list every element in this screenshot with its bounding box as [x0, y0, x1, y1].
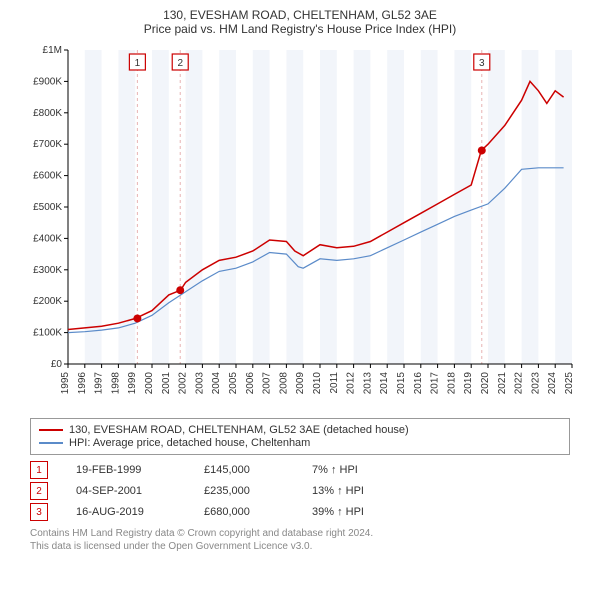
price-chart: 1 2 3 £0 £100K £200K £300K £400K £500K £600K £700K…: [20, 42, 580, 412]
svg-text:2000: 2000: [144, 372, 155, 395]
sale-price-1: £235,000: [204, 485, 284, 497]
legend-swatch-hpi: [39, 442, 63, 444]
sale-marker-1: 1: [30, 461, 48, 479]
legend-label-property: 130, EVESHAM ROAD, CHELTENHAM, GL52 3AE …: [69, 424, 409, 436]
svg-text:2013: 2013: [362, 372, 373, 395]
svg-text:£500K: £500K: [33, 202, 62, 213]
sale-row-1: 1 19-FEB-1999 £145,000 7% ↑ HPI: [30, 461, 570, 479]
title-subtitle: Price paid vs. HM Land Registry's House …: [8, 22, 592, 36]
sale-marker-3: 3: [30, 503, 48, 521]
svg-text:2019: 2019: [463, 372, 474, 395]
svg-text:£0: £0: [51, 359, 63, 370]
svg-text:2018: 2018: [446, 372, 457, 395]
title-address: 130, EVESHAM ROAD, CHELTENHAM, GL52 3AE: [8, 8, 592, 22]
svg-text:2015: 2015: [396, 372, 407, 395]
sale-row-3: 3 16-AUG-2019 £680,000 39% ↑ HPI: [30, 503, 570, 521]
sale-price-3: £680,000: [204, 506, 284, 518]
svg-text:2024: 2024: [547, 372, 558, 395]
svg-text:2008: 2008: [278, 372, 289, 395]
svg-text:1998: 1998: [110, 372, 121, 395]
svg-text:2009: 2009: [295, 372, 306, 395]
title-block: 130, EVESHAM ROAD, CHELTENHAM, GL52 3AE …: [8, 8, 592, 36]
svg-text:1999: 1999: [127, 372, 138, 395]
svg-text:2007: 2007: [262, 372, 273, 395]
footer-line-1: Contains HM Land Registry data © Crown c…: [30, 527, 570, 540]
svg-text:2010: 2010: [312, 372, 323, 395]
sale-date-1: 19-FEB-1999: [76, 464, 176, 476]
sale-row-2: 2 04-SEP-2001 £235,000 13% ↑ HPI: [30, 482, 570, 500]
sale-marker-2: 2: [30, 482, 48, 500]
svg-text:2012: 2012: [346, 372, 357, 395]
sales-table: 1 19-FEB-1999 £145,000 7% ↑ HPI 2 04-SEP…: [30, 461, 570, 521]
svg-text:2006: 2006: [245, 372, 256, 395]
footer-line-2: This data is licensed under the Open Gov…: [30, 540, 570, 553]
svg-text:2017: 2017: [430, 372, 441, 395]
svg-text:£800K: £800K: [33, 108, 62, 119]
svg-text:3: 3: [479, 58, 485, 69]
svg-text:£400K: £400K: [33, 233, 62, 244]
svg-text:2005: 2005: [228, 372, 239, 395]
sale-price-1: £145,000: [204, 464, 284, 476]
svg-text:£300K: £300K: [33, 265, 62, 276]
svg-text:2022: 2022: [514, 372, 525, 395]
svg-text:2001: 2001: [161, 372, 172, 395]
svg-text:2014: 2014: [379, 372, 390, 395]
svg-text:2021: 2021: [497, 372, 508, 395]
sale-diff-2: 13% ↑ HPI: [312, 485, 412, 497]
svg-text:2: 2: [177, 58, 183, 69]
legend-swatch-property: [39, 429, 63, 431]
chart-svg: 1 2 3 £0 £100K £200K £300K £400K £500K £600K £700K…: [20, 42, 580, 412]
svg-text:2016: 2016: [413, 372, 424, 395]
legend-item-property: 130, EVESHAM ROAD, CHELTENHAM, GL52 3AE …: [39, 424, 561, 436]
svg-text:2004: 2004: [211, 372, 222, 395]
svg-text:£600K: £600K: [33, 171, 62, 182]
legend-label-hpi: HPI: Average price, detached house, Chel…: [69, 437, 310, 449]
svg-text:£200K: £200K: [33, 296, 62, 307]
legend: 130, EVESHAM ROAD, CHELTENHAM, GL52 3AE …: [30, 418, 570, 455]
svg-text:£1M: £1M: [43, 45, 62, 56]
svg-text:£700K: £700K: [33, 139, 62, 150]
sale-date-3: 16-AUG-2019: [76, 506, 176, 518]
sale-diff-3: 39% ↑ HPI: [312, 506, 412, 518]
svg-text:2020: 2020: [480, 372, 491, 395]
svg-text:1: 1: [135, 58, 141, 69]
sale-date-2: 04-SEP-2001: [76, 485, 176, 497]
sale-diff-1: 7% ↑ HPI: [312, 464, 412, 476]
svg-text:2023: 2023: [530, 372, 541, 395]
footer-attribution: Contains HM Land Registry data © Crown c…: [30, 527, 570, 553]
svg-text:£100K: £100K: [33, 328, 62, 339]
svg-text:2003: 2003: [194, 372, 205, 395]
svg-text:£900K: £900K: [33, 76, 62, 87]
svg-text:1995: 1995: [60, 372, 71, 395]
svg-text:1997: 1997: [94, 372, 105, 395]
legend-item-hpi: HPI: Average price, detached house, Chel…: [39, 437, 561, 449]
svg-text:1996: 1996: [77, 372, 88, 395]
svg-text:2025: 2025: [564, 372, 575, 395]
svg-text:2002: 2002: [178, 372, 189, 395]
svg-text:2011: 2011: [329, 372, 340, 394]
